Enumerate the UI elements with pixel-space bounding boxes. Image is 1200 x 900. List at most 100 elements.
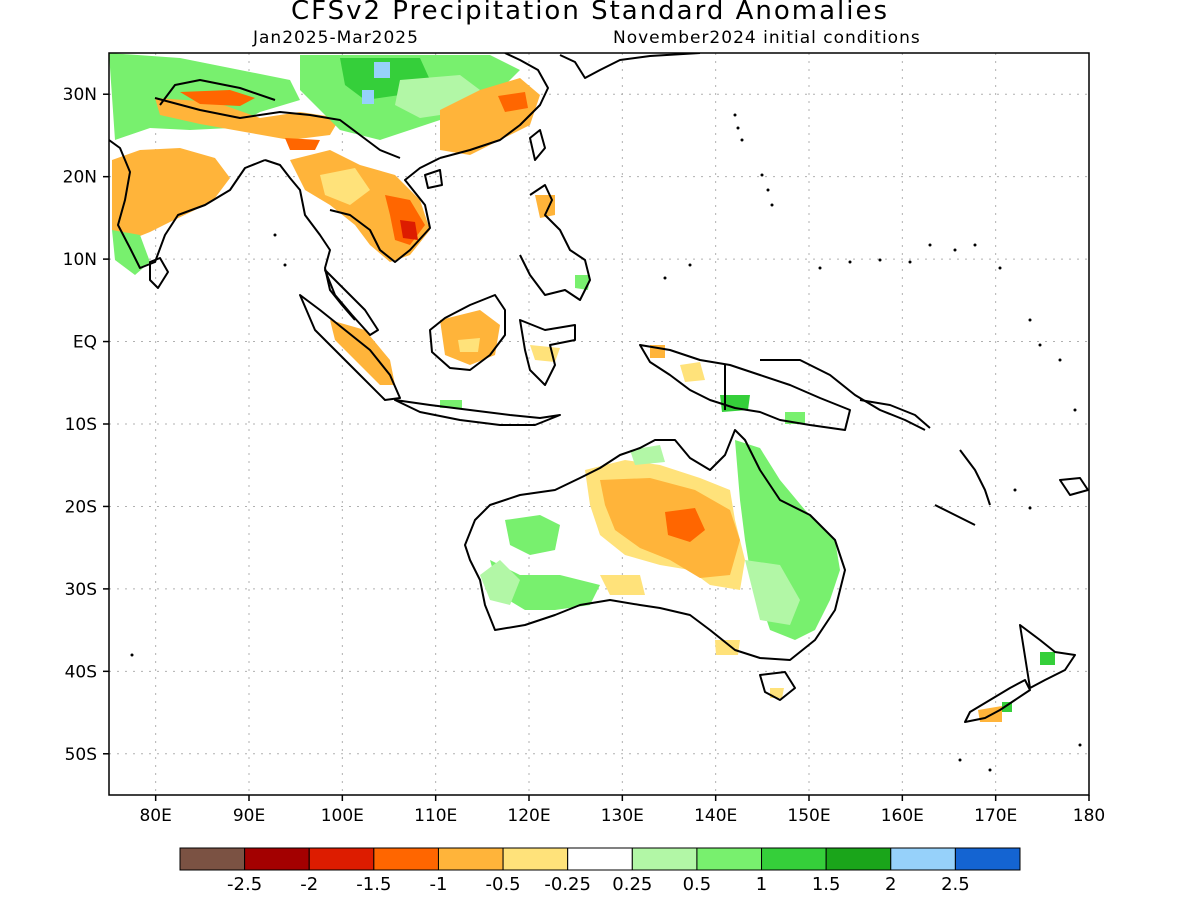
anomaly-himalaya-strong-2 xyxy=(285,138,320,150)
coast-fiji xyxy=(1059,477,1089,496)
small-islands xyxy=(130,113,1082,772)
anomaly-nz-north-wet xyxy=(1040,652,1055,665)
colorbar-label: 0.25 xyxy=(612,874,652,895)
coast-sulawesi xyxy=(519,319,576,386)
anomaly-india-wet-south xyxy=(112,230,150,275)
lon-tick-label: 80E xyxy=(139,806,171,826)
coast-newguinea xyxy=(639,344,851,431)
lat-tick-label: 40S xyxy=(65,662,97,682)
coast-hainan xyxy=(424,169,443,189)
latitude-labels: 30N 20N 10N EQ 10S 20S 30S 40S 50S xyxy=(63,85,109,765)
lat-tick-label: 10S xyxy=(65,415,97,435)
anomaly-newguinea-wet xyxy=(720,395,750,412)
anomaly-newguinea-dry-2 xyxy=(680,362,705,382)
colorbar-swatch xyxy=(437,847,504,871)
colorbar-label: -0.25 xyxy=(544,874,591,895)
anomaly-borneo-dry xyxy=(440,310,500,365)
lon-tick-label: 120E xyxy=(507,806,550,826)
coast-border-2 xyxy=(159,79,276,106)
lon-tick-label: 180 xyxy=(1073,806,1105,826)
anomaly-borneo-light xyxy=(458,338,480,352)
lon-tick-label: 100E xyxy=(321,806,364,826)
anomaly-australia-east-light xyxy=(745,560,800,625)
colorbar-label: -2 xyxy=(300,874,318,895)
coast-newcaledonia xyxy=(934,504,976,526)
coast-nz-south xyxy=(964,679,1031,723)
colorbar-swatch xyxy=(825,847,892,871)
lat-tick-label: 30S xyxy=(65,580,97,600)
anomaly-australia-nw-lightwet xyxy=(630,445,665,465)
anomaly-australia-se-light xyxy=(715,640,740,655)
colorbar-swatch xyxy=(308,847,375,871)
coast-solomons xyxy=(859,399,931,429)
colorbar-label: -0.5 xyxy=(486,874,521,895)
colorbar-swatch xyxy=(244,847,310,871)
lat-tick-label: 20S xyxy=(65,497,97,517)
coast-taiwan xyxy=(529,129,546,161)
colorbar-swatch xyxy=(761,847,827,871)
coast-tasmania xyxy=(759,671,796,701)
coast-nz-north xyxy=(1019,624,1076,689)
colorbar-swatch xyxy=(954,847,1021,871)
map-area xyxy=(109,53,1089,772)
colorbar-swatch xyxy=(696,847,763,871)
coast-himalaya-border xyxy=(154,97,401,159)
anomaly-himalaya-strong xyxy=(180,90,255,106)
coast-sumatra xyxy=(299,294,401,401)
coast-srilanka xyxy=(149,257,169,289)
anomaly-china-blue-2 xyxy=(362,90,374,104)
colorbar-label: 0.5 xyxy=(683,874,712,895)
map-title: CFSv2 Precipitation Standard Anomalies xyxy=(290,0,890,26)
forecast-period: Jan2025-Mar2025 xyxy=(253,28,419,48)
anomaly-vietnam-very-strong xyxy=(400,220,418,240)
anomaly-australia-sw-wet xyxy=(490,560,600,610)
anomaly-australia-sw-lightwet xyxy=(480,560,520,605)
coast-australia xyxy=(464,429,846,661)
coast-java xyxy=(394,399,561,426)
colorbar-label: -1 xyxy=(429,874,447,895)
lon-tick-label: 110E xyxy=(414,806,457,826)
lon-tick-label: 160E xyxy=(881,806,924,826)
lat-tick-label: EQ xyxy=(73,333,97,353)
colorbar-swatch xyxy=(373,847,439,871)
lat-tick-label: 30N xyxy=(63,85,97,105)
anomaly-sulawesi-light xyxy=(530,345,560,362)
colorbar-swatch xyxy=(502,847,569,871)
anomaly-indochina-light xyxy=(320,168,370,205)
colorbar-swatch xyxy=(179,847,246,871)
coast-india xyxy=(109,139,266,269)
colorbar-label: 2.5 xyxy=(941,874,970,895)
coast-borneo xyxy=(429,294,506,371)
lon-tick-label: 170E xyxy=(974,806,1017,826)
anomaly-india-dry xyxy=(112,148,230,240)
colorbar-label: 1 xyxy=(756,874,767,895)
lon-tick-label: 150E xyxy=(787,806,830,826)
colorbar-swatch xyxy=(631,847,698,871)
lat-tick-label: 50S xyxy=(65,745,97,765)
colorbar: -2.5 -2 -1.5 -1 -0.5 -0.25 0.25 0.5 1 1.5 2 2.5 xyxy=(179,847,1021,895)
lat-tick-label: 10N xyxy=(63,250,97,270)
colorbar-swatch xyxy=(890,847,956,871)
anomaly-australia-sw-light xyxy=(600,575,645,595)
anomaly-philippines-dry xyxy=(535,195,555,218)
anomaly-se-china-strong xyxy=(498,92,528,112)
coast-vanuatu xyxy=(959,449,991,506)
longitude-labels: 80E 90E 100E 110E 120E 130E 140E 150E 160E 170E 18… xyxy=(139,795,1105,826)
lon-tick-label: 140E xyxy=(694,806,737,826)
colorbar-label: 2 xyxy=(885,874,896,895)
lon-tick-label: 130E xyxy=(601,806,644,826)
anomaly-china-blue xyxy=(374,62,390,78)
coastlines xyxy=(109,53,1089,723)
lon-tick-label: 90E xyxy=(233,806,265,826)
coast-philippines xyxy=(519,184,591,301)
anomaly-sumatra-dry xyxy=(330,320,395,385)
coast-malaysia xyxy=(324,269,379,336)
coast-indochina xyxy=(329,157,441,263)
coast-png-islands xyxy=(760,359,926,431)
coast-korea-japan xyxy=(559,53,701,79)
colorbar-label: -1.5 xyxy=(356,874,391,895)
coast-china xyxy=(439,53,549,159)
colorbar-swatch xyxy=(567,847,633,871)
colorbar-label: 1.5 xyxy=(812,874,841,895)
